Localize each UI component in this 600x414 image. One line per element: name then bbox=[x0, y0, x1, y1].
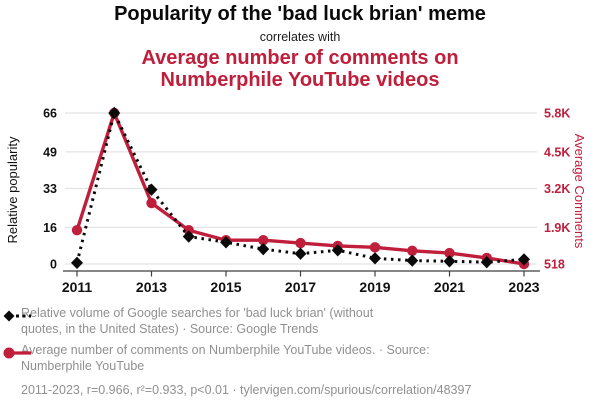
right-axis-tick-label: 4.5K bbox=[544, 145, 570, 159]
legend-label-line: Relative volume of Google searches for '… bbox=[21, 306, 374, 320]
searches-point bbox=[406, 254, 419, 267]
searches-point bbox=[369, 252, 381, 265]
chart-title: Popularity of the 'bad luck brian' meme bbox=[114, 3, 486, 25]
chart-title-secondary-line1: Average number of comments on bbox=[141, 47, 459, 69]
left-axis-tick-label: 0 bbox=[50, 258, 57, 272]
right-axis-tick-label: 1.9K bbox=[544, 221, 570, 235]
right-axis-title: Average Comments bbox=[572, 133, 587, 249]
legend-label: Average number of comments on Numberphil… bbox=[21, 343, 566, 374]
legend-label-line: quotes, in the United States) · Source: … bbox=[21, 321, 319, 336]
black-diamond-dashed-icon bbox=[3, 310, 31, 322]
legend-label-line: Numberphile YouTube bbox=[21, 358, 145, 373]
right-axis-tick-label: 5.8K bbox=[544, 107, 570, 121]
legend-label-line: Average number of comments on Numberphil… bbox=[21, 343, 430, 357]
comments-point bbox=[71, 225, 83, 236]
chart-subtitle: correlates with bbox=[259, 30, 341, 44]
comments-point bbox=[369, 242, 381, 253]
searches-point bbox=[257, 242, 270, 256]
left-axis-tick-label: 16 bbox=[43, 221, 57, 235]
x-axis-tick-label: 2011 bbox=[62, 279, 93, 295]
searches-point bbox=[443, 255, 456, 268]
searches-point bbox=[182, 230, 195, 243]
x-axis-tick-label: 2017 bbox=[285, 279, 316, 295]
legend-label: Relative volume of Google searches for '… bbox=[21, 306, 566, 337]
searches-point bbox=[108, 106, 121, 120]
x-axis-tick-label: 2013 bbox=[136, 279, 167, 295]
red-circle-line-icon bbox=[3, 347, 31, 359]
searches-point bbox=[294, 247, 307, 260]
searches-point bbox=[145, 183, 158, 196]
searches-point bbox=[220, 236, 232, 249]
x-axis-tick-label: 2023 bbox=[508, 279, 539, 295]
searches-point bbox=[518, 253, 530, 266]
searches-point bbox=[331, 244, 344, 257]
comments-point bbox=[146, 197, 157, 209]
comments-point bbox=[258, 235, 269, 246]
stats-footer: 2011-2023, r=0.966, r²=0.933, p<0.01 · t… bbox=[21, 383, 472, 397]
x-axis-tick-label: 2015 bbox=[210, 279, 241, 295]
comments-point bbox=[183, 225, 194, 236]
searches-point bbox=[480, 255, 493, 269]
legend-entry-comments: Average number of comments on Numberphil… bbox=[2, 343, 566, 374]
right-axis-tick-label: 3.2K bbox=[544, 182, 570, 196]
left-axis-tick-label: 66 bbox=[43, 107, 57, 121]
comments-point bbox=[295, 237, 306, 249]
chart-title-secondary-line2: Numberphile YouTube videos bbox=[160, 68, 440, 91]
plot-area: 0 518 16 1.9K 33 3.2K 49 4.5K 66 5.8K 2011 2013 2015… bbox=[43, 106, 570, 296]
left-axis-tick-label: 33 bbox=[43, 182, 57, 196]
left-axis-tick-label: 49 bbox=[43, 145, 57, 159]
x-axis-tick-label: 2021 bbox=[434, 279, 465, 295]
legend-entry-searches: Relative volume of Google searches for '… bbox=[2, 306, 566, 337]
right-axis-tick-label: 518 bbox=[544, 258, 565, 272]
x-axis-tick-label: 2019 bbox=[359, 279, 390, 295]
comments-point bbox=[407, 245, 418, 256]
left-axis-title: Relative popularity bbox=[5, 136, 20, 244]
comments-point bbox=[444, 247, 455, 259]
chart-title-secondary: Average number of comments on Numberphil… bbox=[0, 47, 600, 91]
searches-point bbox=[71, 256, 83, 270]
